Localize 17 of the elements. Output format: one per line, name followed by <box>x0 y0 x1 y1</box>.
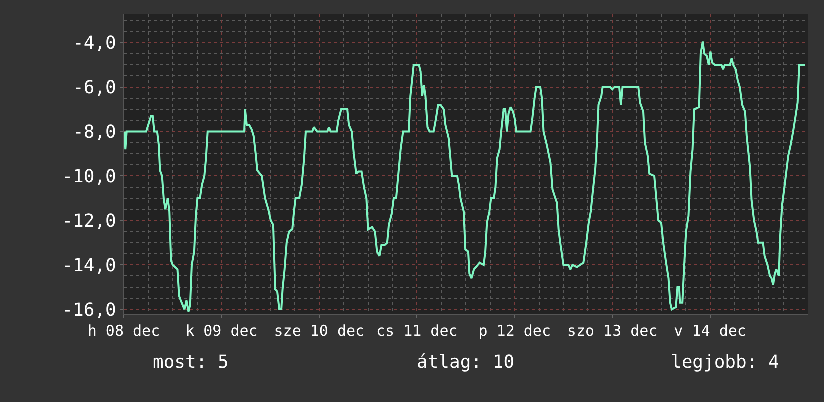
y-tick-label: -4,0 <box>73 33 116 54</box>
x-tick-label: k 09 dec <box>186 322 258 340</box>
x-tick-label: v 14 dec <box>674 322 746 340</box>
text: most: 5 <box>153 352 229 373</box>
y-tick-label: -6,0 <box>73 78 116 99</box>
y-tick-label: -12,0 <box>62 210 116 232</box>
y-tick-label: -8,0 <box>73 122 116 144</box>
text: átlag: 10 <box>417 352 515 373</box>
y-tick-label: -14,0 <box>62 255 116 276</box>
y-tick-label: -16,0 <box>62 300 116 321</box>
y-tick-label: -10,0 <box>62 166 116 188</box>
x-tick-label: cs 11 dec <box>376 322 458 340</box>
x-tick-label: p 12 dec <box>478 322 551 340</box>
text: legjobb: 4 <box>671 352 780 373</box>
x-tick-label: sze 10 dec <box>274 322 365 340</box>
x-tick-label: szo 13 dec <box>567 322 658 340</box>
x-tick-label: h 08 dec <box>88 322 160 340</box>
